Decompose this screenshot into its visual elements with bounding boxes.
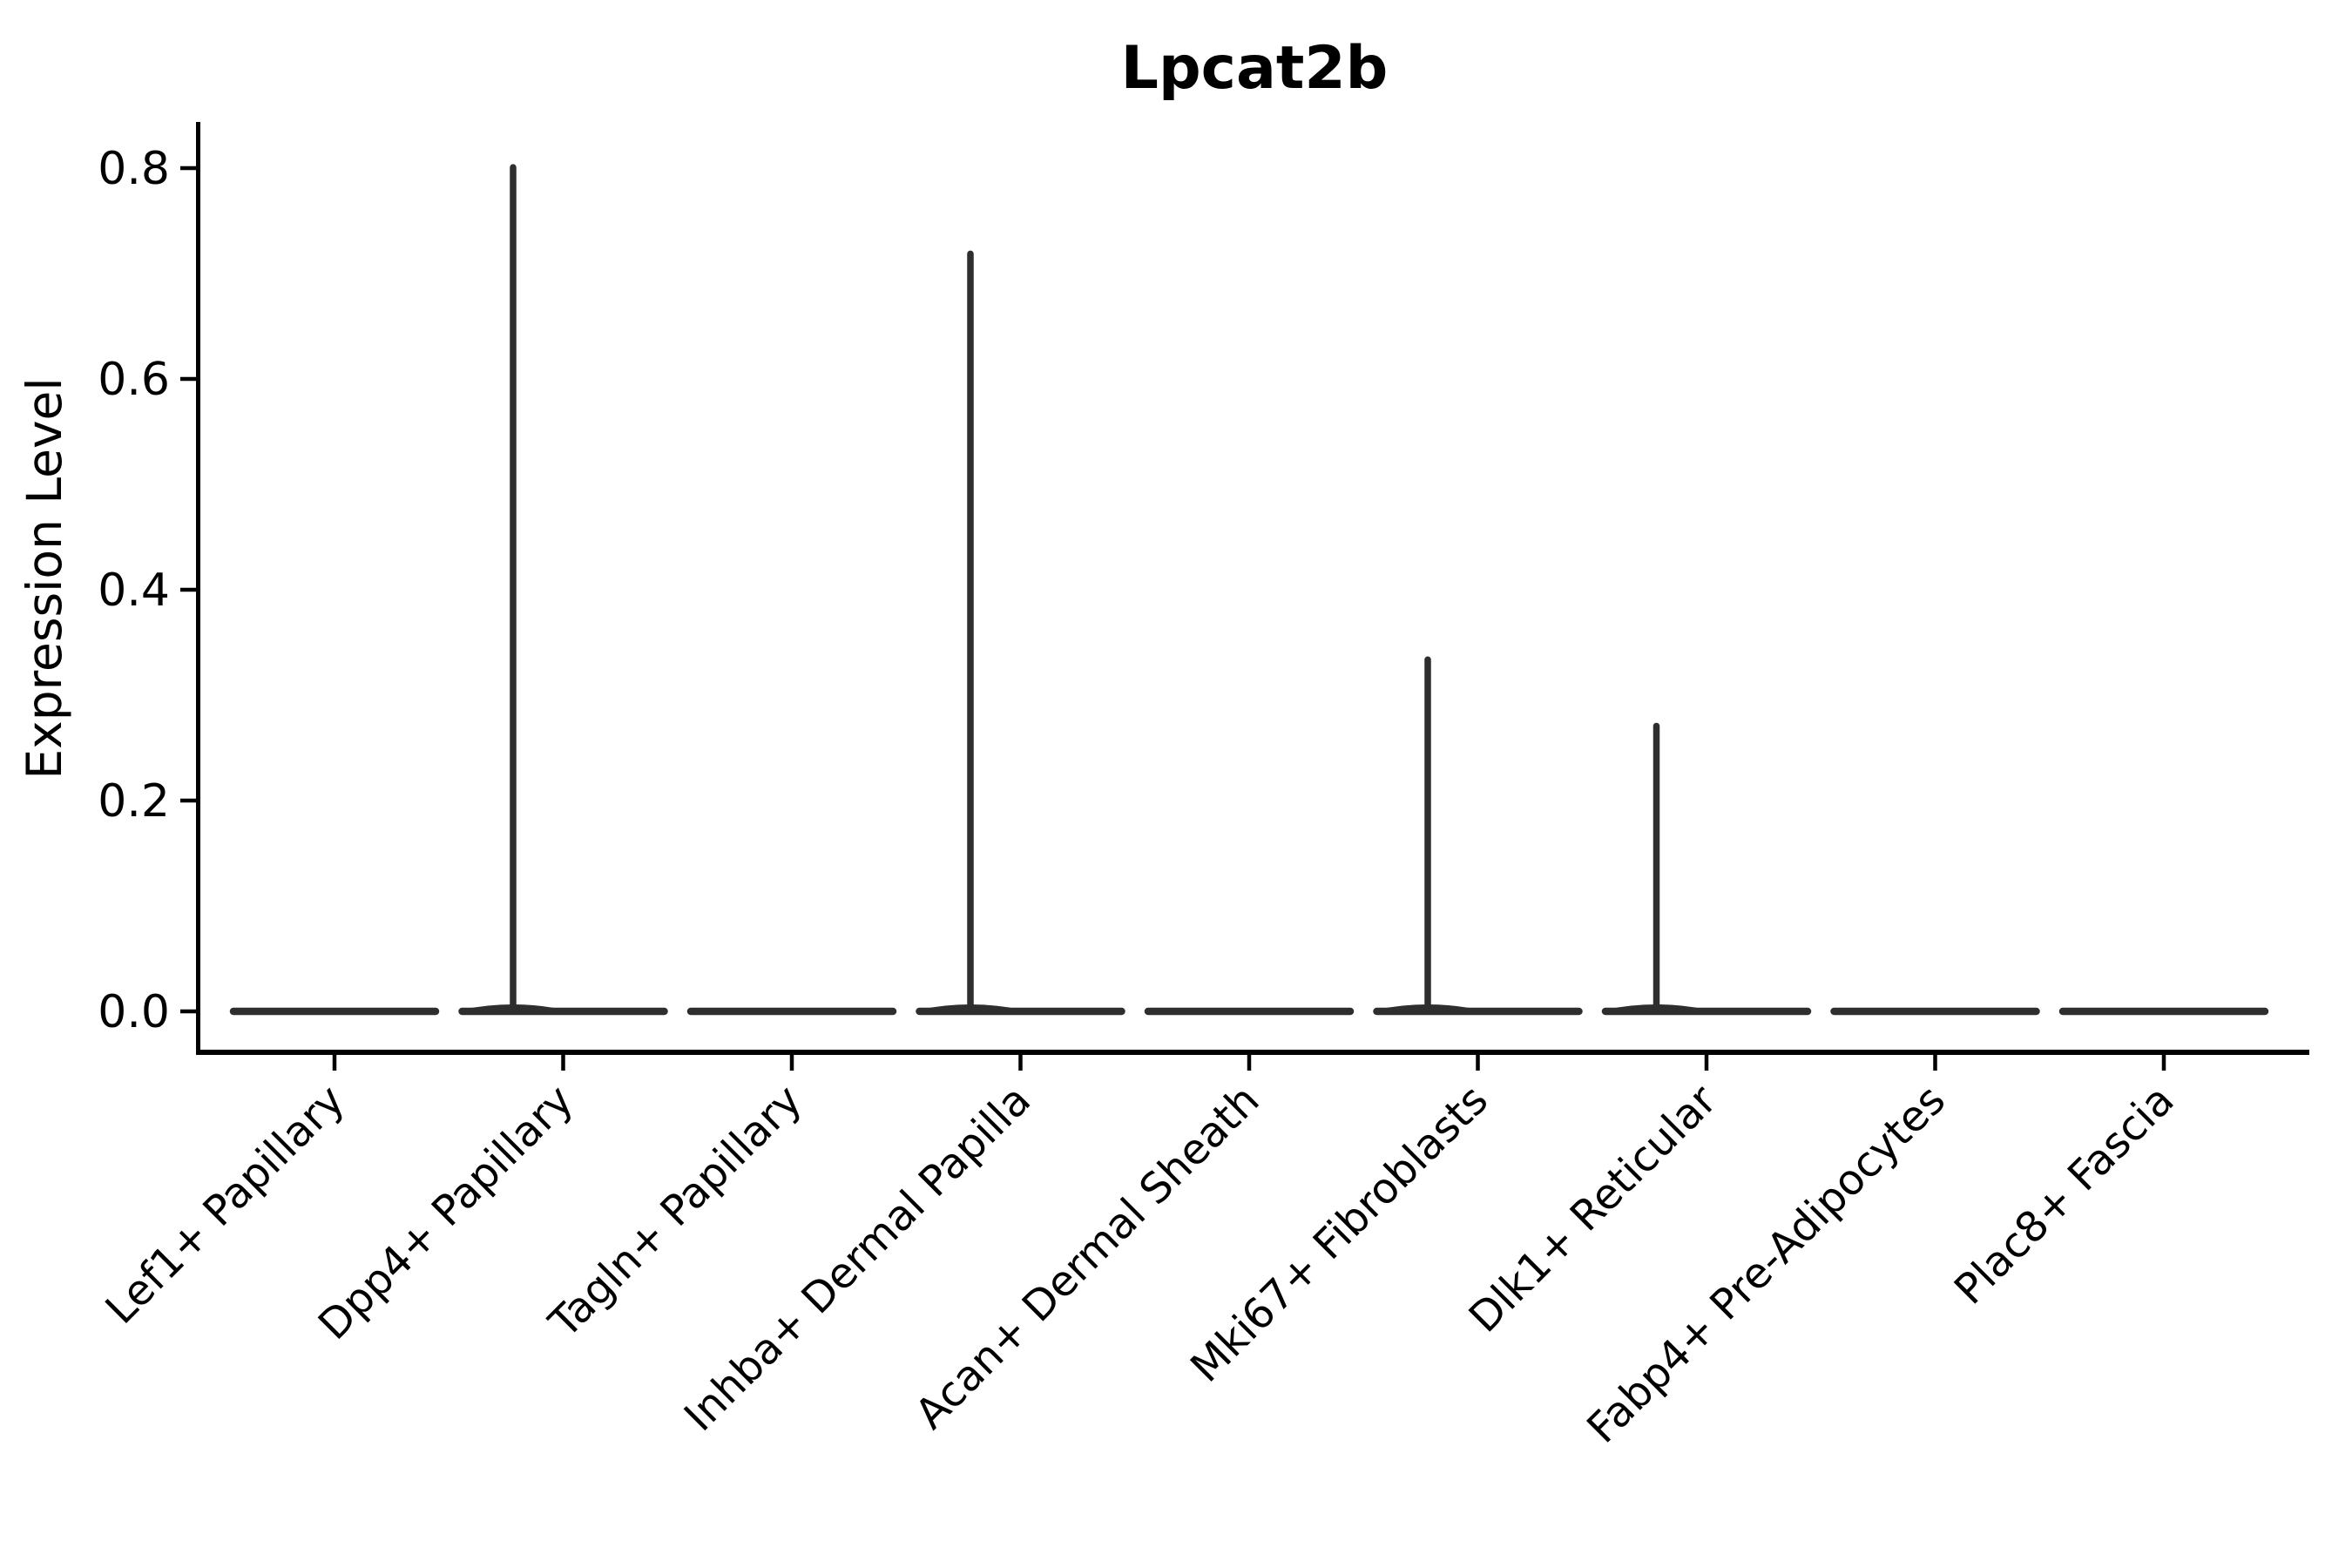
x-tick-label: Dpp4+ Papillary bbox=[309, 1076, 583, 1349]
y-tick-label: 0.6 bbox=[98, 354, 170, 406]
violin bbox=[1601, 722, 1812, 1016]
x-tick-label: Dlk1+ Reticular bbox=[1460, 1076, 1727, 1342]
x-tick-label: Tagln+ Papillary bbox=[539, 1076, 811, 1348]
violin bbox=[458, 164, 668, 1016]
y-axis-label: Expression Level bbox=[17, 377, 72, 779]
x-tick-label: Plac8+ Fascia bbox=[1945, 1076, 2184, 1315]
violin bbox=[1373, 656, 1583, 1016]
y-axis-ticks: 0.0 0.2 0.4 0.6 0.8 bbox=[98, 143, 196, 1038]
bottom-spine bbox=[196, 1050, 2309, 1055]
violin bbox=[916, 250, 1125, 1016]
y-tick-label: 0.0 bbox=[98, 986, 170, 1038]
x-tick-label: Lef1+ Papillary bbox=[97, 1076, 355, 1334]
violins bbox=[229, 164, 2269, 1016]
y-tick-label: 0.8 bbox=[98, 143, 170, 195]
left-spine bbox=[196, 122, 200, 1055]
chart-title: Lpcat2b bbox=[1121, 34, 1389, 103]
y-tick-label: 0.4 bbox=[98, 564, 170, 617]
y-tick-label: 0.2 bbox=[98, 775, 170, 828]
